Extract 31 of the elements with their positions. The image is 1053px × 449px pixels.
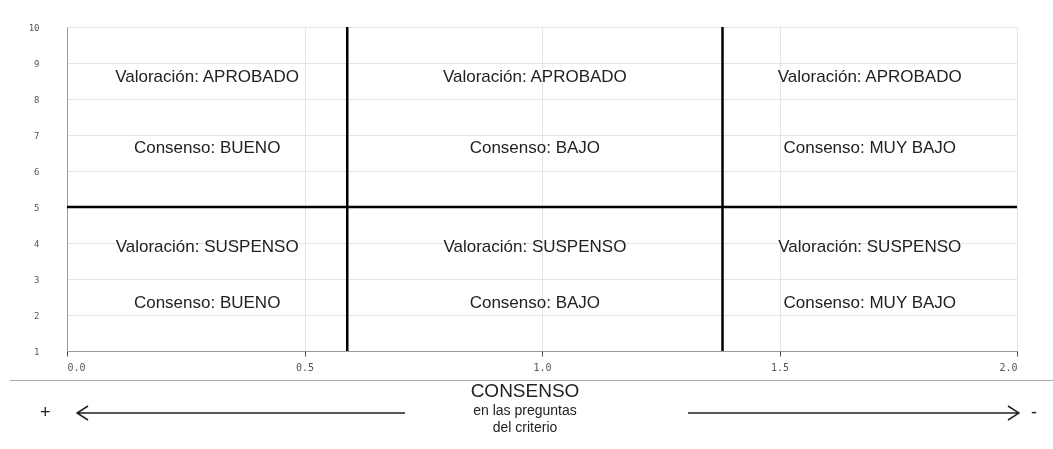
annotation: Consenso: BUENO bbox=[133, 137, 281, 157]
y-tick-label: 4 bbox=[34, 238, 40, 249]
annotation: Valoración: SUSPENSO bbox=[778, 237, 962, 257]
annotation: Consenso: MUY BAJO bbox=[783, 137, 957, 157]
y-tick-label: 3 bbox=[34, 274, 40, 285]
text: en las preguntas del criterio bbox=[472, 402, 578, 436]
x-tick-label: 0.0 bbox=[67, 361, 86, 373]
y-tick-label: 1 bbox=[34, 346, 40, 357]
annotation: Valoración: APROBADO bbox=[115, 67, 300, 87]
annotation: Consenso: MUY BAJO bbox=[783, 293, 957, 313]
annotation: Valoración: SUSPENSO bbox=[115, 237, 299, 257]
text: - bbox=[1031, 402, 1037, 423]
y-tick-label: 2 bbox=[34, 310, 40, 321]
y-tick-label: 5 bbox=[34, 202, 40, 213]
annotation: Consenso: BAJO bbox=[469, 137, 601, 157]
annotation: Consenso: BAJO bbox=[469, 293, 601, 313]
y-tick-label: 6 bbox=[34, 166, 40, 177]
annotation: Valoración: SUSPENSO bbox=[443, 237, 627, 257]
text: + bbox=[40, 402, 51, 423]
x-tick-label: 0.5 bbox=[295, 361, 315, 373]
y-tick-label: 7 bbox=[34, 130, 40, 141]
x-tick-label: 1.5 bbox=[770, 361, 790, 373]
annotation: Valoración: APROBADO bbox=[442, 67, 627, 87]
y-tick-label: 10 bbox=[28, 22, 40, 33]
y-tick-label: 9 bbox=[34, 58, 40, 69]
annotation: Consenso: BUENO bbox=[133, 293, 281, 313]
y-tick-label: 8 bbox=[34, 94, 40, 105]
x-tick-label: 2.0 bbox=[999, 361, 1018, 373]
x-axis-title: CONSENSO bbox=[469, 380, 581, 402]
x-tick-label: 1.0 bbox=[533, 361, 552, 373]
annotation: Valoración: APROBADO bbox=[777, 67, 962, 87]
